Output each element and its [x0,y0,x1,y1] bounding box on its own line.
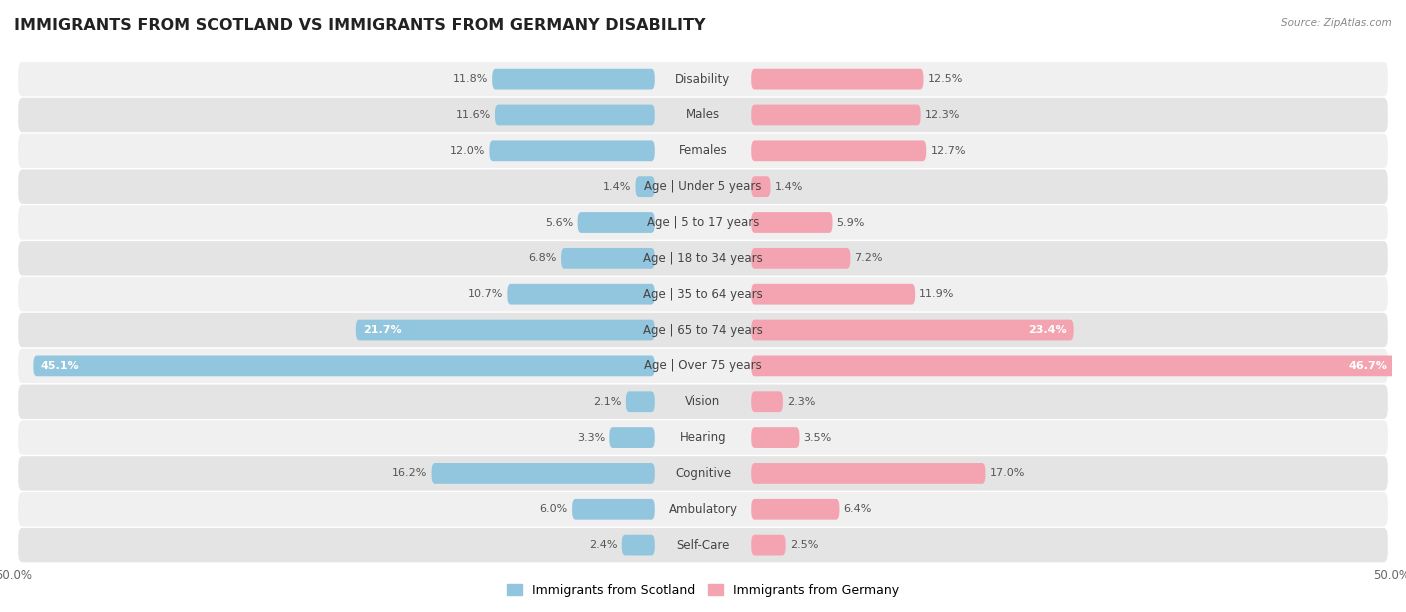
FancyBboxPatch shape [18,277,1388,312]
FancyBboxPatch shape [18,170,1388,204]
Text: 16.2%: 16.2% [392,468,427,479]
FancyBboxPatch shape [18,133,1388,168]
Text: Males: Males [686,108,720,121]
Text: Age | 5 to 17 years: Age | 5 to 17 years [647,216,759,229]
Text: 2.1%: 2.1% [593,397,621,407]
FancyBboxPatch shape [495,105,655,125]
FancyBboxPatch shape [751,427,800,448]
Text: 6.0%: 6.0% [540,504,568,514]
FancyBboxPatch shape [561,248,655,269]
FancyBboxPatch shape [751,319,1074,340]
Text: 12.5%: 12.5% [928,74,963,84]
Text: Ambulatory: Ambulatory [668,503,738,516]
FancyBboxPatch shape [578,212,655,233]
FancyBboxPatch shape [18,528,1388,562]
Text: 10.7%: 10.7% [468,289,503,299]
FancyBboxPatch shape [751,176,770,197]
FancyBboxPatch shape [492,69,655,89]
Text: 12.7%: 12.7% [931,146,966,156]
FancyBboxPatch shape [18,420,1388,455]
FancyBboxPatch shape [18,205,1388,240]
FancyBboxPatch shape [432,463,655,484]
FancyBboxPatch shape [751,105,921,125]
Text: 6.8%: 6.8% [529,253,557,263]
Legend: Immigrants from Scotland, Immigrants from Germany: Immigrants from Scotland, Immigrants fro… [502,579,904,602]
Text: 45.1%: 45.1% [41,361,79,371]
Text: Self-Care: Self-Care [676,539,730,551]
FancyBboxPatch shape [636,176,655,197]
Text: 11.8%: 11.8% [453,74,488,84]
FancyBboxPatch shape [751,499,839,520]
FancyBboxPatch shape [34,356,655,376]
Text: 3.5%: 3.5% [804,433,832,442]
Text: 7.2%: 7.2% [855,253,883,263]
FancyBboxPatch shape [626,391,655,412]
FancyBboxPatch shape [18,98,1388,132]
Text: 11.6%: 11.6% [456,110,491,120]
Text: 5.9%: 5.9% [837,217,865,228]
Text: Age | Over 75 years: Age | Over 75 years [644,359,762,372]
Text: 12.3%: 12.3% [925,110,960,120]
FancyBboxPatch shape [18,241,1388,275]
Text: Hearing: Hearing [679,431,727,444]
FancyBboxPatch shape [621,535,655,556]
Text: 6.4%: 6.4% [844,504,872,514]
FancyBboxPatch shape [609,427,655,448]
Text: 5.6%: 5.6% [546,217,574,228]
FancyBboxPatch shape [751,69,924,89]
FancyBboxPatch shape [18,384,1388,419]
Text: Disability: Disability [675,73,731,86]
Text: Cognitive: Cognitive [675,467,731,480]
FancyBboxPatch shape [751,463,986,484]
FancyBboxPatch shape [572,499,655,520]
Text: 2.5%: 2.5% [790,540,818,550]
Text: 23.4%: 23.4% [1028,325,1067,335]
FancyBboxPatch shape [751,391,783,412]
Text: Females: Females [679,144,727,157]
FancyBboxPatch shape [751,535,786,556]
Text: 1.4%: 1.4% [775,182,803,192]
FancyBboxPatch shape [356,319,655,340]
Text: Age | 65 to 74 years: Age | 65 to 74 years [643,324,763,337]
Text: Vision: Vision [685,395,721,408]
Text: 1.4%: 1.4% [603,182,631,192]
Text: IMMIGRANTS FROM SCOTLAND VS IMMIGRANTS FROM GERMANY DISABILITY: IMMIGRANTS FROM SCOTLAND VS IMMIGRANTS F… [14,18,706,34]
Text: 46.7%: 46.7% [1348,361,1388,371]
Text: 17.0%: 17.0% [990,468,1025,479]
Text: 12.0%: 12.0% [450,146,485,156]
FancyBboxPatch shape [751,248,851,269]
FancyBboxPatch shape [18,456,1388,491]
Text: 3.3%: 3.3% [576,433,605,442]
FancyBboxPatch shape [751,140,927,161]
Text: Age | 35 to 64 years: Age | 35 to 64 years [643,288,763,300]
Text: 2.4%: 2.4% [589,540,617,550]
Text: 11.9%: 11.9% [920,289,955,299]
FancyBboxPatch shape [18,62,1388,96]
Text: Age | Under 5 years: Age | Under 5 years [644,180,762,193]
FancyBboxPatch shape [18,492,1388,526]
FancyBboxPatch shape [489,140,655,161]
FancyBboxPatch shape [751,284,915,305]
Text: Source: ZipAtlas.com: Source: ZipAtlas.com [1281,18,1392,28]
FancyBboxPatch shape [508,284,655,305]
Text: 2.3%: 2.3% [787,397,815,407]
Text: Age | 18 to 34 years: Age | 18 to 34 years [643,252,763,265]
Text: 21.7%: 21.7% [363,325,401,335]
FancyBboxPatch shape [18,313,1388,347]
FancyBboxPatch shape [18,349,1388,383]
FancyBboxPatch shape [751,356,1395,376]
FancyBboxPatch shape [751,212,832,233]
